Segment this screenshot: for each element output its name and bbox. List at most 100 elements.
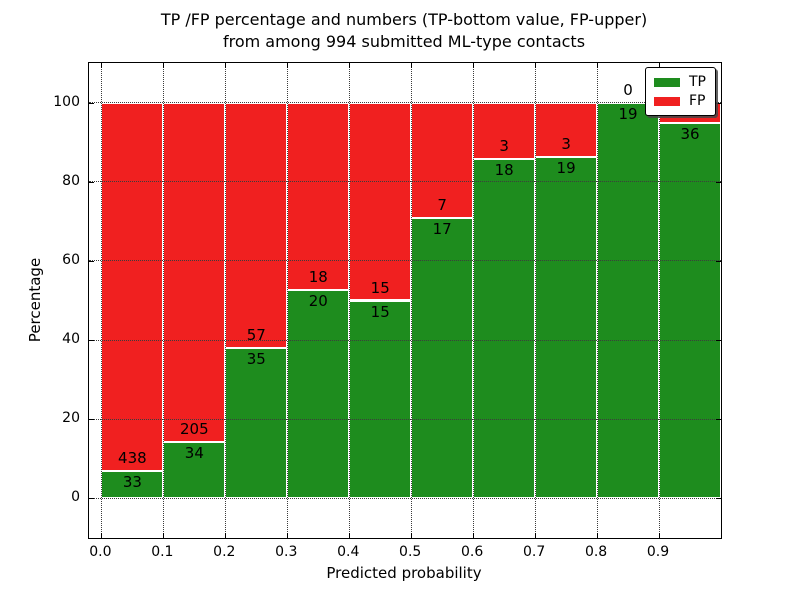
grid-line-y-80 [89,181,721,183]
bar-count-label-tp-7: 19 [556,158,576,177]
bar-labels-layer: 438 33 205 34 57 35 18 20 15 15 7 17 3 18 3 19 0 19 36 [89,63,721,538]
tick-mark-x-top-0 [101,63,103,68]
grid-line-x-0.2 [224,63,226,538]
tick-mark-x-bottom-0.6 [473,533,475,538]
grid-line-x-0.7 [534,63,536,538]
bar-count-label-fp-2: 57 [246,325,266,344]
bar-count-label-tp-4: 15 [370,302,390,321]
tick-mark-x-bottom-0.2 [225,533,227,538]
x-tick-label-0.9: 0.9 [646,544,670,560]
bar-count-label-fp-5: 7 [437,196,447,215]
chart-title-line1: TP /FP percentage and numbers (TP-bottom… [160,10,648,29]
bar-count-label-tp-6: 18 [494,161,514,180]
y-tick-label-20: 20 [62,410,80,427]
bar-count-label-tp-2: 35 [246,349,266,368]
bar-segment-tp-8 [597,102,660,499]
x-tick-label-0.8: 0.8 [584,544,608,560]
bar-count-label-tp-8: 19 [618,104,638,123]
legend-swatch-tp [654,77,680,87]
grid-line-x-0.8 [596,63,598,538]
tick-mark-x-top-0.3 [287,63,289,68]
tick-mark-y-right-60 [716,260,721,262]
tick-mark-x-bottom-0 [101,533,103,538]
bar-segment-fp-6 [473,102,536,160]
grid-line-x-0.9 [658,63,660,538]
y-axis-label-wrap: Percentage [18,62,52,537]
y-tick-label-0: 0 [71,489,80,506]
legend-entry-tp: TP [654,74,706,90]
bar-segment-fp-2 [225,102,288,348]
y-tick-label-80: 80 [62,172,80,189]
grid-line-y-20 [89,418,721,420]
bars-layer [89,63,721,538]
bar-segment-fp-5 [411,102,474,219]
legend-swatch-fp [654,96,680,106]
x-tick-label-0.3: 0.3 [275,544,298,560]
bar-segment-fp-4 [349,102,412,301]
tick-mark-y-left-0 [89,498,94,500]
grid-line-y-40 [89,339,721,341]
bar-count-label-tp-5: 17 [432,220,452,239]
grid-line-y-0 [89,497,721,499]
tick-mark-y-left-60 [89,260,94,262]
bar-count-label-fp-0: 438 [118,448,147,467]
axis-ticks-layer [89,63,721,538]
plot-area: 438 33 205 34 57 35 18 20 15 15 7 17 3 18 3 19 0 19 36 TP … [88,62,722,539]
tick-mark-x-top-0.6 [473,63,475,68]
tick-mark-x-top-0.1 [163,63,165,68]
bar-segment-fp-0 [101,102,164,471]
x-tick-label-0.1: 0.1 [151,544,174,560]
tick-mark-y-left-80 [89,181,94,183]
bar-count-label-fp-6: 3 [499,137,509,156]
y-tick-label-60: 60 [62,251,80,268]
tick-mark-y-right-20 [716,419,721,421]
tick-mark-x-bottom-0.3 [287,533,289,538]
tick-mark-x-top-0.7 [535,63,537,68]
legend-label-tp: TP [689,74,706,90]
grid-line-x-0.6 [472,63,474,538]
bar-count-label-fp-8: 0 [623,80,633,99]
bar-count-label-tp-0: 33 [122,472,142,491]
x-tick-label-0.2: 0.2 [213,544,236,560]
tick-mark-x-top-0.9 [659,63,661,68]
tick-mark-y-left-20 [89,419,94,421]
grid-line-x-0.4 [348,63,350,538]
tick-mark-y-right-40 [716,340,721,342]
bar-count-label-tp-3: 20 [308,292,328,311]
x-tick-label-0.7: 0.7 [522,544,546,560]
y-axis-label: Percentage [26,257,45,342]
bar-count-label-fp-4: 15 [370,278,390,297]
bar-count-label-fp-1: 205 [180,420,209,439]
grid-layer [89,63,721,538]
bar-count-label-fp-3: 18 [308,268,328,287]
chart-title: TP /FP percentage and numbers (TP-bottom… [88,9,720,53]
x-tick-label-0.6: 0.6 [461,544,484,560]
bar-segment-fp-1 [163,102,226,443]
tick-mark-y-left-100 [89,102,94,104]
bar-segment-tp-0 [101,470,164,499]
tick-mark-x-bottom-0.9 [659,533,661,538]
tick-mark-y-right-80 [716,181,721,183]
grid-line-x-0.1 [162,63,164,538]
grid-line-y-100 [89,102,721,104]
bar-count-label-tp-1: 34 [184,444,204,463]
x-tick-label-0.5: 0.5 [399,544,422,560]
tick-mark-x-bottom-0.1 [163,533,165,538]
tick-mark-x-bottom-0.8 [597,533,599,538]
bar-segment-tp-5 [411,218,474,499]
tick-mark-x-top-0.5 [411,63,413,68]
tick-mark-x-bottom-0.5 [411,533,413,538]
legend-entry-fp: FP [654,93,706,109]
tick-mark-x-bottom-0.4 [349,533,351,538]
legend-label-fp: FP [689,93,706,109]
y-tick-label-40: 40 [62,331,80,348]
x-tick-label-0.0: 0.0 [89,544,112,560]
grid-line-x-0 [100,63,102,538]
bar-count-label-fp-7: 3 [561,134,571,153]
x-axis-label: Predicted probability [326,564,482,582]
legend: TP FP [645,67,716,116]
tick-mark-y-right-100 [716,102,721,104]
tick-mark-x-top-0.2 [225,63,227,68]
tick-mark-y-left-40 [89,340,94,342]
tick-mark-x-top-0.4 [349,63,351,68]
